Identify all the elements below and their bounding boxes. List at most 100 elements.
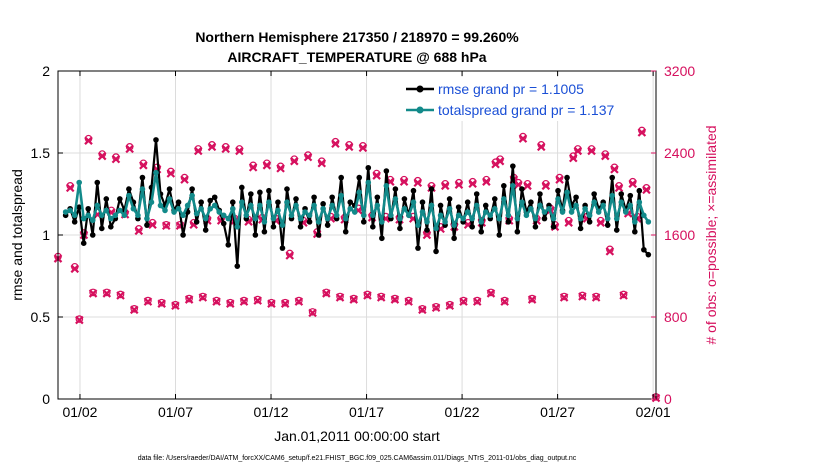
obs-assimilated-point (404, 297, 413, 306)
totalspread-point (613, 215, 620, 222)
obs-assimilated-point (591, 293, 601, 302)
obs-assimilated-point (637, 128, 647, 137)
obs-assimilated-point (454, 180, 464, 190)
y-tick-label-right: 3200 (664, 63, 695, 79)
obs-assimilated-point (376, 293, 386, 302)
rmse-point (410, 187, 417, 194)
totalspread-point (550, 215, 557, 222)
totalspread-point (501, 196, 507, 202)
totalspread-point (505, 212, 512, 219)
totalspread-point (171, 209, 177, 215)
totalspread-point (451, 222, 457, 228)
totalspread-point (229, 205, 236, 212)
rmse-point (324, 222, 331, 228)
x-tick-label: 01/27 (540, 404, 575, 420)
rmse-point (202, 227, 209, 233)
rmse-point (641, 246, 647, 253)
obs-possible-point (404, 296, 413, 305)
totalspread-point (198, 205, 204, 212)
totalspread-point (216, 209, 223, 215)
rmse-point (360, 219, 367, 225)
obs-assimilated-point (431, 303, 441, 313)
totalspread-point (62, 209, 69, 215)
rmse-point (297, 224, 304, 230)
rmse-point (85, 205, 92, 212)
line-layer (62, 137, 652, 269)
totalspread-point (406, 212, 412, 219)
rmse-point (261, 228, 268, 235)
totalspread-point (180, 212, 186, 219)
obs-assimilated-point (418, 305, 427, 315)
obs-assimilated-point (184, 295, 194, 304)
obs-assimilated-point (536, 142, 546, 152)
obs-assimilated-point (253, 296, 262, 305)
x-tick-label: 01/17 (349, 404, 384, 420)
rmse-point (519, 186, 525, 192)
y-axis-label-right: # of obs: o=possible; ×=assimilated (703, 125, 719, 344)
totalspread-point (510, 183, 516, 189)
obs-assimilated-point (308, 308, 317, 318)
totalspread-point (645, 219, 652, 225)
obs-possible-point (226, 298, 235, 307)
obs-assimilated-point (88, 289, 98, 298)
totalspread-point (153, 169, 159, 176)
obs-assimilated-point (363, 291, 372, 300)
totalspread-point (383, 183, 390, 189)
obs-possible-point (592, 292, 600, 301)
rmse-point (356, 174, 363, 181)
rmse-point (252, 232, 259, 238)
obs-assimilated-point (568, 153, 578, 163)
totalspread-point (275, 207, 281, 214)
obs-assimilated-point (267, 299, 276, 308)
obs-assimilated-point (523, 181, 532, 191)
y-tick-label-right: 2400 (664, 145, 695, 161)
obs-possible-point (391, 294, 399, 303)
totalspread-point (496, 215, 503, 222)
totalspread-point (121, 212, 128, 219)
rmse-point (193, 219, 200, 225)
totalspread-point (98, 212, 105, 219)
rmse-point (211, 194, 218, 201)
obs-possible-point (212, 296, 221, 305)
totalspread-point (568, 209, 575, 215)
rmse-point (144, 222, 150, 228)
totalspread-point (211, 202, 218, 209)
obs-assimilated-point (317, 158, 327, 168)
y-tick-label-left: 2 (42, 63, 50, 79)
rmse-point (180, 232, 186, 238)
totalspread-point (148, 199, 155, 205)
totalspread-point (324, 215, 331, 222)
totalspread-point (482, 209, 489, 215)
rmse-point (320, 201, 326, 207)
rmse-point (370, 224, 376, 230)
rmse-point (505, 219, 512, 225)
obs-assimilated-point (541, 181, 551, 191)
obs-assimilated-point (143, 297, 153, 306)
obs-assimilated-point (97, 151, 107, 161)
totalspread-point (641, 212, 647, 219)
totalspread-point (225, 215, 232, 222)
totalspread-point (595, 209, 602, 215)
rmse-point (537, 191, 543, 197)
rmse-point (315, 232, 322, 238)
obs-possible-point (377, 292, 385, 301)
obs-possible-point (116, 290, 125, 299)
totalspread-point (315, 219, 322, 225)
totalspread-point (632, 219, 638, 225)
totalspread-point (401, 205, 408, 212)
obs-assimilated-point (157, 299, 166, 308)
totalspread-point (184, 202, 191, 209)
rmse-point (433, 248, 439, 255)
totalspread-point (193, 210, 200, 217)
obs-assimilated-point (139, 161, 148, 170)
totalspread-point (397, 215, 403, 222)
rmse-point (229, 199, 236, 205)
rmse-point (89, 232, 96, 238)
totalspread-point (537, 202, 543, 209)
obs-possible-point (267, 298, 276, 307)
legend-label-spread: totalspread grand pr = 1.137 (438, 102, 615, 118)
totalspread-point (103, 207, 110, 214)
y-tick-label-right: 1600 (664, 227, 695, 243)
totalspread-point (270, 215, 277, 222)
